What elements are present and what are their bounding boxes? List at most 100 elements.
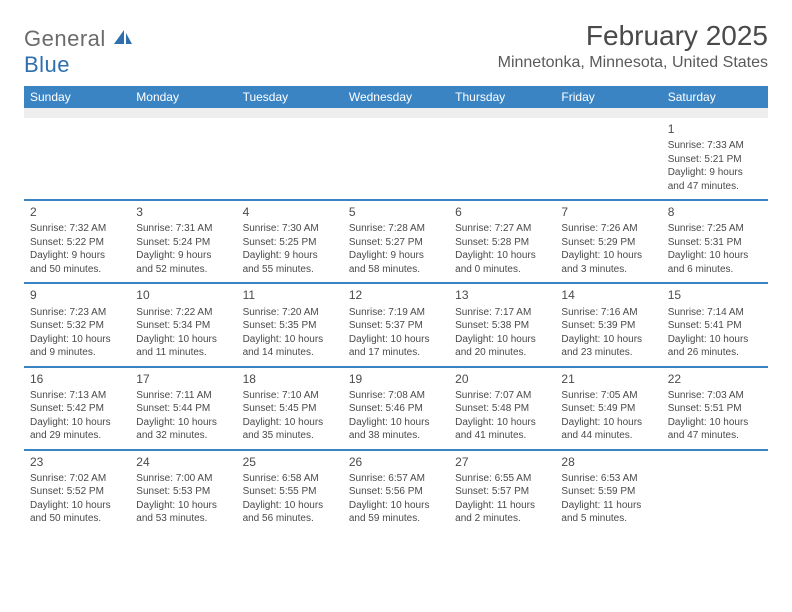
daylight-text-2: and 50 minutes. <box>30 263 124 277</box>
day-cell: 16Sunrise: 7:13 AMSunset: 5:42 PMDayligh… <box>24 368 130 449</box>
sunrise-text: Sunrise: 6:57 AM <box>349 472 443 486</box>
sunset-text: Sunset: 5:31 PM <box>668 236 762 250</box>
sunset-text: Sunset: 5:45 PM <box>243 402 337 416</box>
day-number: 15 <box>668 287 762 303</box>
daylight-text-1: Daylight: 9 hours <box>30 249 124 263</box>
daylight-text-1: Daylight: 10 hours <box>455 333 549 347</box>
day-cell: 9Sunrise: 7:23 AMSunset: 5:32 PMDaylight… <box>24 284 130 365</box>
daylight-text-1: Daylight: 10 hours <box>455 416 549 430</box>
day-cell: 5Sunrise: 7:28 AMSunset: 5:27 PMDaylight… <box>343 201 449 282</box>
daylight-text-1: Daylight: 10 hours <box>243 333 337 347</box>
week-row: 23Sunrise: 7:02 AMSunset: 5:52 PMDayligh… <box>24 451 768 532</box>
week-row: 16 Sunrise: 7:13 AMSunset: 5:42 PM Dayligh… <box>24 368 768 451</box>
day-cell: 19Sunrise: 7:08 AMSunset: 5:46 PMDayligh… <box>343 368 449 449</box>
sunrise-text: Sunrise: 7:03 AM <box>668 389 762 403</box>
daylight-text-2: and 23 minutes. <box>561 346 655 360</box>
weekday-header: Saturday <box>662 86 768 108</box>
daylight-text-1: Daylight: 11 hours <box>455 499 549 513</box>
sunset-text: Sunset: 5:24 PM <box>136 236 230 250</box>
day-number: 18 <box>243 371 337 387</box>
sunrise-text: Sunrise: 7:13 AM <box>30 389 124 403</box>
daylight-text-1: Daylight: 9 hours <box>243 249 337 263</box>
sail-icon <box>112 28 134 46</box>
day-cell: 13 Sunrise: 7:17 AMSunset: 5:38 PMDayligh… <box>449 284 555 365</box>
sunrise-text: Sunrise: 7:30 AM <box>243 222 337 236</box>
day-number: 9 <box>30 287 124 303</box>
daylight-text-1: Daylight: 9 hours <box>136 249 230 263</box>
page-title: February 2025 <box>498 20 768 52</box>
brand-part2: Blue <box>24 52 70 77</box>
sunset-text: Sunset: 5:25 PM <box>243 236 337 250</box>
day-cell: 24Sunrise: 7:00 AMSunset: 5:53 PMDayligh… <box>130 451 236 532</box>
daylight-text-1: Daylight: 10 hours <box>561 416 655 430</box>
title-block: February 2025 Minnetonka, Minnesota, Uni… <box>498 20 768 72</box>
daylight-text-1: Daylight: 10 hours <box>243 416 337 430</box>
brand-logo: General Blue <box>24 26 134 78</box>
logo-text-block: General Blue <box>24 26 134 78</box>
sunset-text: Sunset: 5:49 PM <box>561 402 655 416</box>
sunset-text: Sunset: 5:34 PM <box>136 319 230 333</box>
day-number: 24 <box>136 454 230 470</box>
weekday-header: Thursday <box>449 86 555 108</box>
sunrise-text: Sunrise: 7:27 AM <box>455 222 549 236</box>
daylight-text-2: and 35 minutes. <box>243 429 337 443</box>
day-number: 3 <box>136 204 230 220</box>
week-row: 2Sunrise: 7:32 AMSunset: 5:22 PMDaylight… <box>24 201 768 284</box>
daylight-text-1: Daylight: 10 hours <box>668 416 762 430</box>
day-number: 13 <box>455 287 549 303</box>
daylight-text-2: and 6 minutes. <box>668 263 762 277</box>
sunset-text: Sunset: 5:32 PM <box>30 319 124 333</box>
sunrise-text: Sunrise: 7:31 AM <box>136 222 230 236</box>
sunset-text: Sunset: 5:56 PM <box>349 485 443 499</box>
daylight-text-2: and 52 minutes. <box>136 263 230 277</box>
empty-cell <box>555 118 661 199</box>
daylight-text-2: and 26 minutes. <box>668 346 762 360</box>
day-number: 6 <box>455 204 549 220</box>
daylight-text-1: Daylight: 10 hours <box>243 499 337 513</box>
week-row: 9Sunrise: 7:23 AMSunset: 5:32 PMDaylight… <box>24 284 768 367</box>
daylight-text-1: Daylight: 10 hours <box>136 416 230 430</box>
day-number: 4 <box>243 204 337 220</box>
day-number: 7 <box>561 204 655 220</box>
sunrise-text: Sunrise: 6:55 AM <box>455 472 549 486</box>
sunrise-text: Sunrise: 7:17 AM <box>455 306 549 320</box>
daylight-text-1: Daylight: 10 hours <box>668 333 762 347</box>
day-number: 20 <box>455 371 549 387</box>
daylight-text-2: and 56 minutes. <box>243 512 337 526</box>
day-cell: 25Sunrise: 6:58 AMSunset: 5:55 PMDayligh… <box>237 451 343 532</box>
sunset-text: Sunset: 5:57 PM <box>455 485 549 499</box>
sunset-text: Sunset: 5:38 PM <box>455 319 549 333</box>
day-number: 14 <box>561 287 655 303</box>
empty-cell <box>24 118 130 199</box>
weeks-container: 1Sunrise: 7:33 AMSunset: 5:21 PMDaylight… <box>24 118 768 532</box>
daylight-text-1: Daylight: 9 hours <box>668 166 762 180</box>
weekday-header: Sunday <box>24 86 130 108</box>
day-number: 1 <box>668 121 762 137</box>
sunset-text: Sunset: 5:37 PM <box>349 319 443 333</box>
sunset-text: Sunset: 5:42 PM <box>30 402 124 416</box>
day-cell: 15Sunrise: 7:14 AMSunset: 5:41 PMDayligh… <box>662 284 768 365</box>
sunrise-text: Sunrise: 7:10 AM <box>243 389 337 403</box>
day-cell: 22Sunrise: 7:03 AMSunset: 5:51 PMDayligh… <box>662 368 768 449</box>
day-number: 21 <box>561 371 655 387</box>
weekday-header: Tuesday <box>237 86 343 108</box>
daylight-text-2: and 41 minutes. <box>455 429 549 443</box>
sunrise-text: Sunrise: 7:32 AM <box>30 222 124 236</box>
sunrise-text: Sunrise: 7:33 AM <box>668 139 762 153</box>
day-cell: 28Sunrise: 6:53 AMSunset: 5:59 PMDayligh… <box>555 451 661 532</box>
daylight-text-2: and 29 minutes. <box>30 429 124 443</box>
daylight-text-2: and 2 minutes. <box>455 512 549 526</box>
day-number: 26 <box>349 454 443 470</box>
weekday-header-row: Sunday Monday Tuesday Wednesday Thursday… <box>24 86 768 108</box>
sunset-text: Sunset: 5:48 PM <box>455 402 549 416</box>
sunset-text: Sunset: 5:41 PM <box>668 319 762 333</box>
daylight-text-2: and 53 minutes. <box>136 512 230 526</box>
day-number: 16 <box>30 371 124 387</box>
day-cell: 1Sunrise: 7:33 AMSunset: 5:21 PMDaylight… <box>662 118 768 199</box>
calendar-page: General Blue February 2025 Minnetonka, M… <box>0 0 792 542</box>
daylight-text-1: Daylight: 10 hours <box>349 333 443 347</box>
day-number: 28 <box>561 454 655 470</box>
day-number: 2 <box>30 204 124 220</box>
daylight-text-2: and 11 minutes. <box>136 346 230 360</box>
empty-cell <box>237 118 343 199</box>
